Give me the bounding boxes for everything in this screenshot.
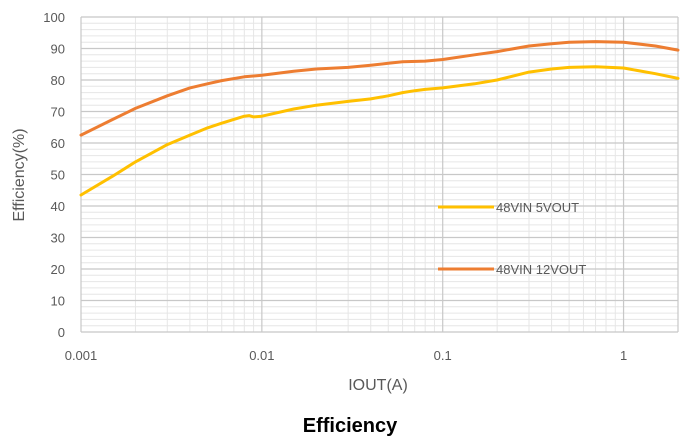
x-tick-label: 0.1 bbox=[434, 348, 452, 363]
y-tick-label: 0 bbox=[58, 325, 65, 340]
y-tick-labels: 0 10 20 30 40 50 60 70 80 90 100 bbox=[43, 10, 65, 340]
x-tick-labels: 0.001 0.01 0.1 1 bbox=[65, 348, 627, 363]
y-tick-label: 100 bbox=[43, 10, 65, 25]
y-tick-label: 90 bbox=[51, 42, 65, 57]
series-lines bbox=[79, 40, 680, 197]
y-tick-label: 30 bbox=[51, 231, 65, 246]
major-gridlines bbox=[80, 16, 679, 333]
series-line-0 bbox=[79, 65, 680, 197]
y-tick-label: 80 bbox=[51, 73, 65, 88]
x-tick-label: 0.01 bbox=[249, 348, 274, 363]
legend-label-5vout: 48VIN 5VOUT bbox=[496, 200, 579, 215]
y-tick-label: 50 bbox=[51, 168, 65, 183]
x-tick-label: 0.001 bbox=[65, 348, 98, 363]
chart-caption: Efficiency bbox=[303, 415, 398, 436]
y-axis-title: Efficiency(%) bbox=[11, 128, 28, 221]
x-tick-label: 1 bbox=[620, 348, 627, 363]
y-tick-label: 20 bbox=[51, 262, 65, 277]
y-tick-label: 40 bbox=[51, 199, 65, 214]
legend-label-12vout: 48VIN 12VOUT bbox=[496, 262, 586, 277]
series-line-1 bbox=[79, 40, 680, 137]
y-tick-label: 10 bbox=[51, 294, 65, 309]
legend: 48VIN 5VOUT 48VIN 12VOUT bbox=[438, 200, 586, 277]
y-tick-label: 70 bbox=[51, 105, 65, 120]
x-axis-title: IOUT(A) bbox=[348, 377, 408, 394]
y-tick-label: 60 bbox=[51, 136, 65, 151]
